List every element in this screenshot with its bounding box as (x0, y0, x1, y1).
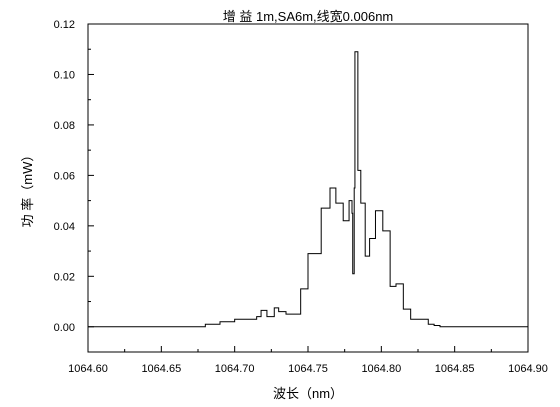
x-tick-label: 1064.65 (141, 363, 181, 375)
x-axis-title: 波长（nm） (273, 386, 343, 401)
y-axis-title: 功 率（mW） (20, 149, 35, 228)
x-tick-label: 1064.75 (288, 363, 328, 375)
x-tick-label: 1064.90 (508, 363, 548, 375)
y-axis-tick-labels: 0.00 0.02 0.04 0.06 0.08 0.10 0.12 (54, 19, 75, 334)
series-line (88, 51, 528, 328)
y-tick-label: 0.04 (54, 221, 75, 233)
chart-title: 增 益 1m,SA6m,线宽0.006nm (223, 9, 394, 24)
x-tick-label: 1064.80 (361, 363, 401, 375)
x-axis-tick-labels: 1064.60 1064.65 1064.70 1064.75 1064.80 1064.… (68, 363, 548, 375)
y-tick-label: 0.12 (54, 19, 75, 31)
y-axis-ticks (88, 23, 94, 353)
x-axis-ticks (87, 346, 529, 352)
y-tick-label: 0.08 (54, 120, 75, 132)
x-tick-label: 1064.60 (68, 363, 108, 375)
y-tick-label: 0.06 (54, 170, 75, 182)
plot-frame (87, 23, 529, 353)
x-tick-label: 1064.85 (435, 363, 475, 375)
y-tick-label: 0.10 (54, 69, 75, 81)
y-tick-label: 0.00 (54, 322, 75, 334)
x-tick-label: 1064.70 (215, 363, 255, 375)
y-tick-label: 0.02 (54, 271, 75, 283)
